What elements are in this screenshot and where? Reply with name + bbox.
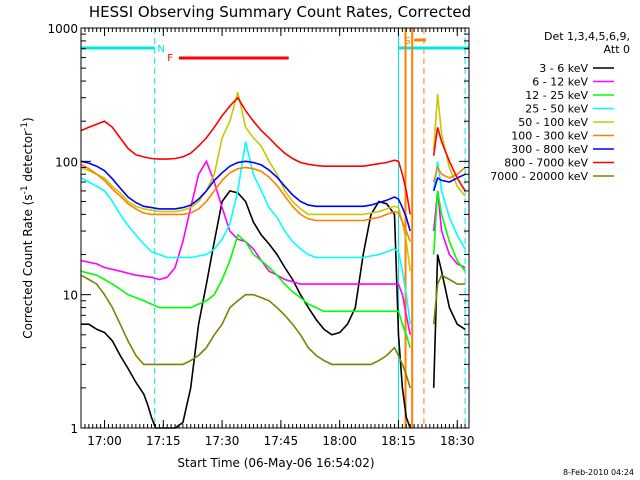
y-axis: 1 10 100 1000 [47,22,469,436]
series-lines [80,91,466,429]
chart-title: HESSI Observing Summary Count Rates, Cor… [89,3,471,21]
legend-title-line1: Det 1,3,4,5,6,9, [544,30,630,43]
y-tick-label: 1000 [47,22,78,36]
x-tick-label: 18:00 [322,434,357,448]
legend-entry-label: 100 - 300 keV [511,130,588,143]
x-tick-label: 17:00 [87,434,122,448]
observation-markers: NF S [80,28,469,428]
x-tick-label: 17:30 [205,434,240,448]
footer-date: 8-Feb-2010 04:24 [563,468,634,477]
y-axis-label-end: ) [21,117,35,122]
legend-entry-label: 300 - 800 keV [511,143,588,156]
x-tick-label: 17:45 [264,434,299,448]
y-tick-label: 1 [70,422,78,436]
legend-entry-label: 25 - 50 keV [525,103,588,116]
plot-frame [80,27,470,429]
x-tick-label: 17:15 [146,434,181,448]
y-tick-label: 10 [63,289,78,303]
legend-title-line2: Att 0 [604,43,630,56]
flare-marker-label: F [167,53,173,64]
legend-entry-label: 6 - 12 keV [532,76,588,89]
y-tick-label: 100 [55,155,78,169]
x-tick-label: 18:30 [440,434,475,448]
series-line [80,274,466,389]
x-axis-label: Start Time (06-May-06 16:54:02) [177,456,374,470]
series-line [80,141,466,325]
series-line [81,189,466,429]
x-tick-label: 18:15 [381,434,416,448]
series-line [80,163,466,242]
y-axis-label: Corrected Count Rate (s-1 detector-1) [20,117,35,338]
legend-entry-label: 800 - 7000 keV [504,157,588,170]
saa-marker-label: S [404,36,410,47]
series-line [80,190,466,348]
y-axis-label-mid: detector [21,131,35,186]
y-axis-label-sup2: -1 [20,122,30,131]
x-axis: 17:00 17:15 17:30 17:45 18:00 18:15 18:30 [80,28,475,448]
series-line [80,96,466,215]
legend-entry-label: 7000 - 20000 keV [490,170,588,183]
night-marker-label: N [157,44,164,55]
y-axis-label-sup1: -1 [20,185,30,194]
legend-entry-label: 3 - 6 keV [539,62,588,75]
legend-entry-label: 50 - 100 keV [518,116,588,129]
series-line [80,160,466,232]
legend-entry-label: 12 - 25 keV [525,89,588,102]
y-axis-label-main: Corrected Count Rate (s [21,194,35,338]
